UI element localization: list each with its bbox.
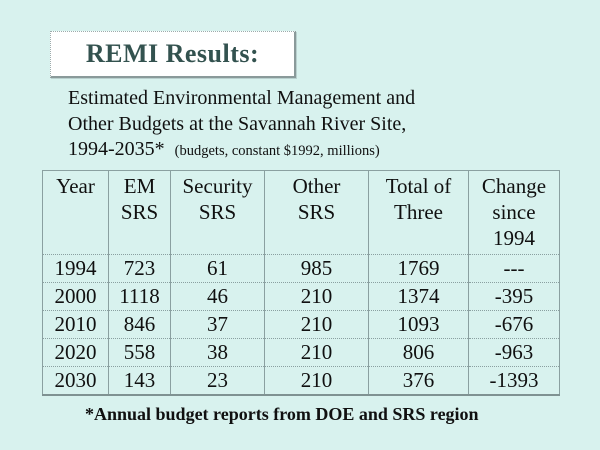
cell-security-srs: 23 — [170, 366, 265, 396]
cell-year: 2020 — [42, 338, 109, 367]
cell-other-srs: 210 — [264, 282, 369, 311]
slide-title: REMI Results: — [85, 39, 260, 68]
table-row-1994: 1994 723 61 985 1769 --- — [42, 254, 560, 283]
header-year: Year — [42, 170, 109, 255]
table-row-2020: 2020 558 38 210 806 -963 — [42, 338, 560, 367]
subtitle-units-note: (budgets, constant $1992, millions) — [174, 143, 380, 159]
cell-security-srs: 46 — [170, 282, 265, 311]
cell-total: 806 — [368, 338, 469, 367]
header-em-srs: EM SRS — [108, 170, 171, 255]
cell-security-srs: 37 — [170, 310, 265, 339]
cell-change: -1393 — [468, 366, 560, 396]
subtitle-line-3: 1994-2035* (budgets, constant $1992, mill… — [68, 137, 415, 165]
cell-security-srs: 61 — [170, 254, 265, 283]
source-footnote: *Annual budget reports from DOE and SRS … — [85, 404, 479, 424]
header-total-of-three: Total of Three — [368, 170, 469, 255]
cell-em-srs: 846 — [108, 310, 171, 339]
cell-change: -676 — [468, 310, 560, 339]
cell-year: 2010 — [42, 310, 109, 339]
cell-em-srs: 558 — [108, 338, 171, 367]
header-other-srs: Other SRS — [264, 170, 369, 255]
table-header-row: Year EM SRS Security SRS Other SRS Total… — [42, 170, 560, 255]
subtitle-line-2: Other Budgets at the Savannah River Site… — [68, 112, 407, 135]
cell-other-srs: 985 — [264, 254, 369, 283]
table-row-2010: 2010 846 37 210 1093 -676 — [42, 310, 560, 339]
cell-total: 1093 — [368, 310, 469, 339]
cell-total: 1374 — [368, 282, 469, 311]
cell-em-srs: 1118 — [108, 282, 171, 311]
slide-subtitle: Estimated Environmental Management and O… — [68, 86, 415, 165]
subtitle-date-range: 1994-2035* — [68, 138, 165, 160]
header-security-srs: Security SRS — [170, 170, 265, 255]
cell-year: 1994 — [42, 254, 109, 283]
cell-other-srs: 210 — [264, 366, 369, 396]
cell-total: 1769 — [368, 254, 469, 283]
table-row-2030: 2030 143 23 210 376 -1393 — [42, 366, 560, 396]
budget-table: Year EM SRS Security SRS Other SRS Total… — [42, 170, 560, 396]
subtitle-line-1: Estimated Environmental Management and — [68, 87, 416, 109]
cell-other-srs: 210 — [264, 338, 369, 367]
cell-year: 2030 — [42, 366, 109, 396]
table-row-2000: 2000 1118 46 210 1374 -395 — [42, 282, 560, 311]
cell-em-srs: 723 — [108, 254, 171, 283]
cell-change: -395 — [468, 282, 560, 311]
cell-em-srs: 143 — [108, 366, 171, 396]
cell-year: 2000 — [42, 282, 109, 311]
cell-change: --- — [468, 254, 560, 283]
cell-change: -963 — [468, 338, 560, 367]
cell-security-srs: 38 — [170, 338, 265, 367]
title-box: REMI Results: — [50, 31, 296, 78]
cell-total: 376 — [368, 366, 469, 396]
cell-other-srs: 210 — [264, 310, 369, 339]
header-change-since-1994: Change since 1994 — [468, 170, 560, 255]
